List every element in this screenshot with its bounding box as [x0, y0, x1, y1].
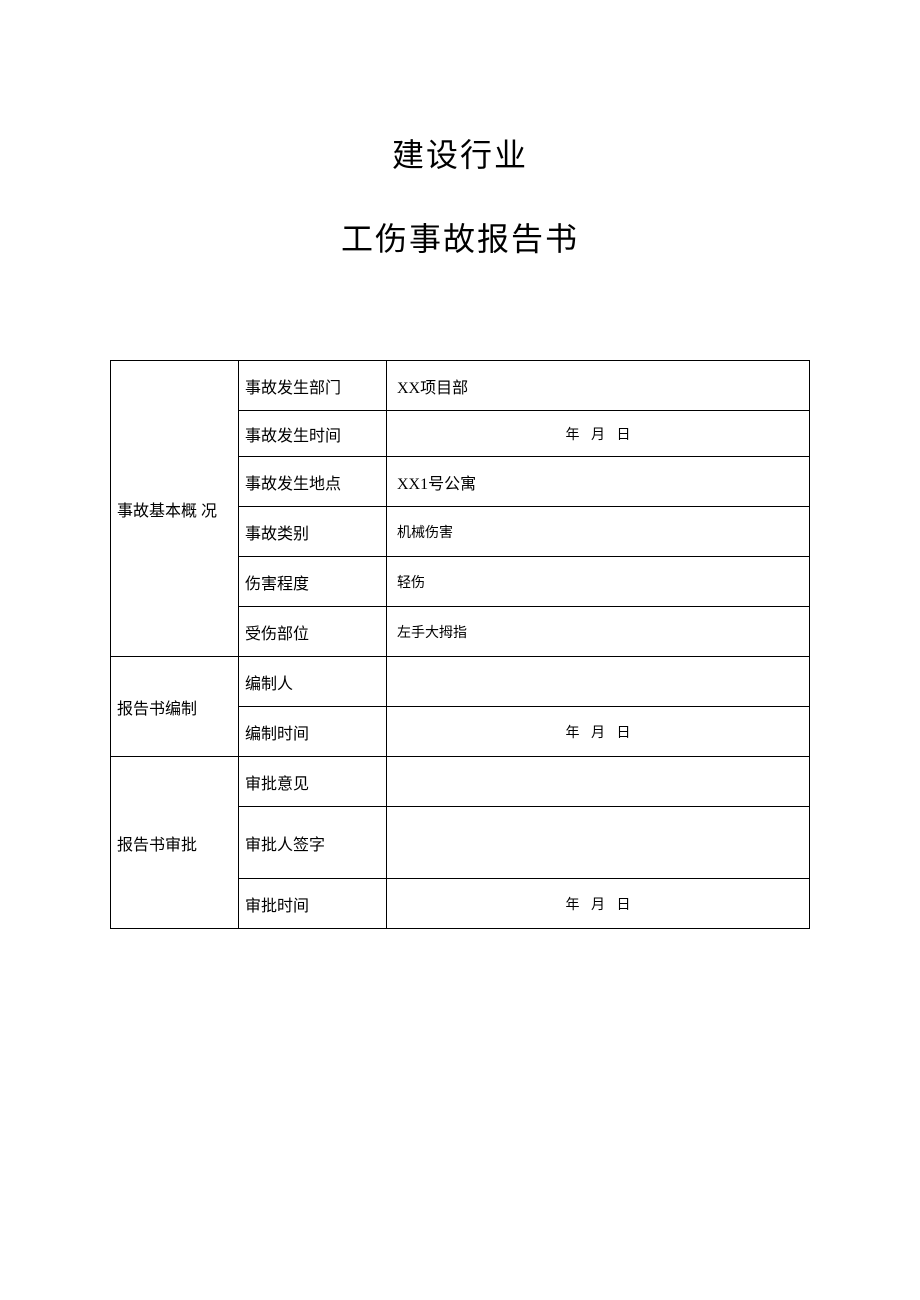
- cell-label: 事故发生时间: [239, 411, 387, 457]
- section-header-approve: 报告书审批: [111, 757, 239, 929]
- section-header-basic: 事故基本概 况: [111, 361, 239, 657]
- cell-value: [387, 807, 810, 879]
- cell-value: XX1号公寓: [387, 457, 810, 507]
- cell-value: 机械伤害: [387, 507, 810, 557]
- section-header-compile: 报告书编制: [111, 657, 239, 757]
- cell-label: 审批人签字: [239, 807, 387, 879]
- cell-label: 编制时间: [239, 707, 387, 757]
- cell-value: 轻伤: [387, 557, 810, 607]
- cell-label: 伤害程度: [239, 557, 387, 607]
- cell-value: XX项目部: [387, 361, 810, 411]
- cell-label: 事故发生部门: [239, 361, 387, 411]
- cell-value: 年 月 日: [387, 411, 810, 457]
- table-row: 报告书编制 编制人: [111, 657, 810, 707]
- cell-value: 年 月 日: [387, 879, 810, 929]
- cell-label: 编制人: [239, 657, 387, 707]
- cell-label: 受伤部位: [239, 607, 387, 657]
- cell-label: 审批意见: [239, 757, 387, 807]
- cell-label: 事故类别: [239, 507, 387, 557]
- cell-label: 事故发生地点: [239, 457, 387, 507]
- page-title-line1: 建设行业: [110, 130, 810, 176]
- cell-value: [387, 657, 810, 707]
- cell-label: 审批时间: [239, 879, 387, 929]
- page-title-line2: 工伤事故报告书: [110, 214, 810, 260]
- table-row: 事故基本概 况 事故发生部门 XX项目部: [111, 361, 810, 411]
- cell-value: 年 月 日: [387, 707, 810, 757]
- cell-value: 左手大拇指: [387, 607, 810, 657]
- table-row: 报告书审批 审批意见: [111, 757, 810, 807]
- cell-value: [387, 757, 810, 807]
- report-table: 事故基本概 况 事故发生部门 XX项目部 事故发生时间 年 月 日 事故发生地点…: [110, 360, 810, 929]
